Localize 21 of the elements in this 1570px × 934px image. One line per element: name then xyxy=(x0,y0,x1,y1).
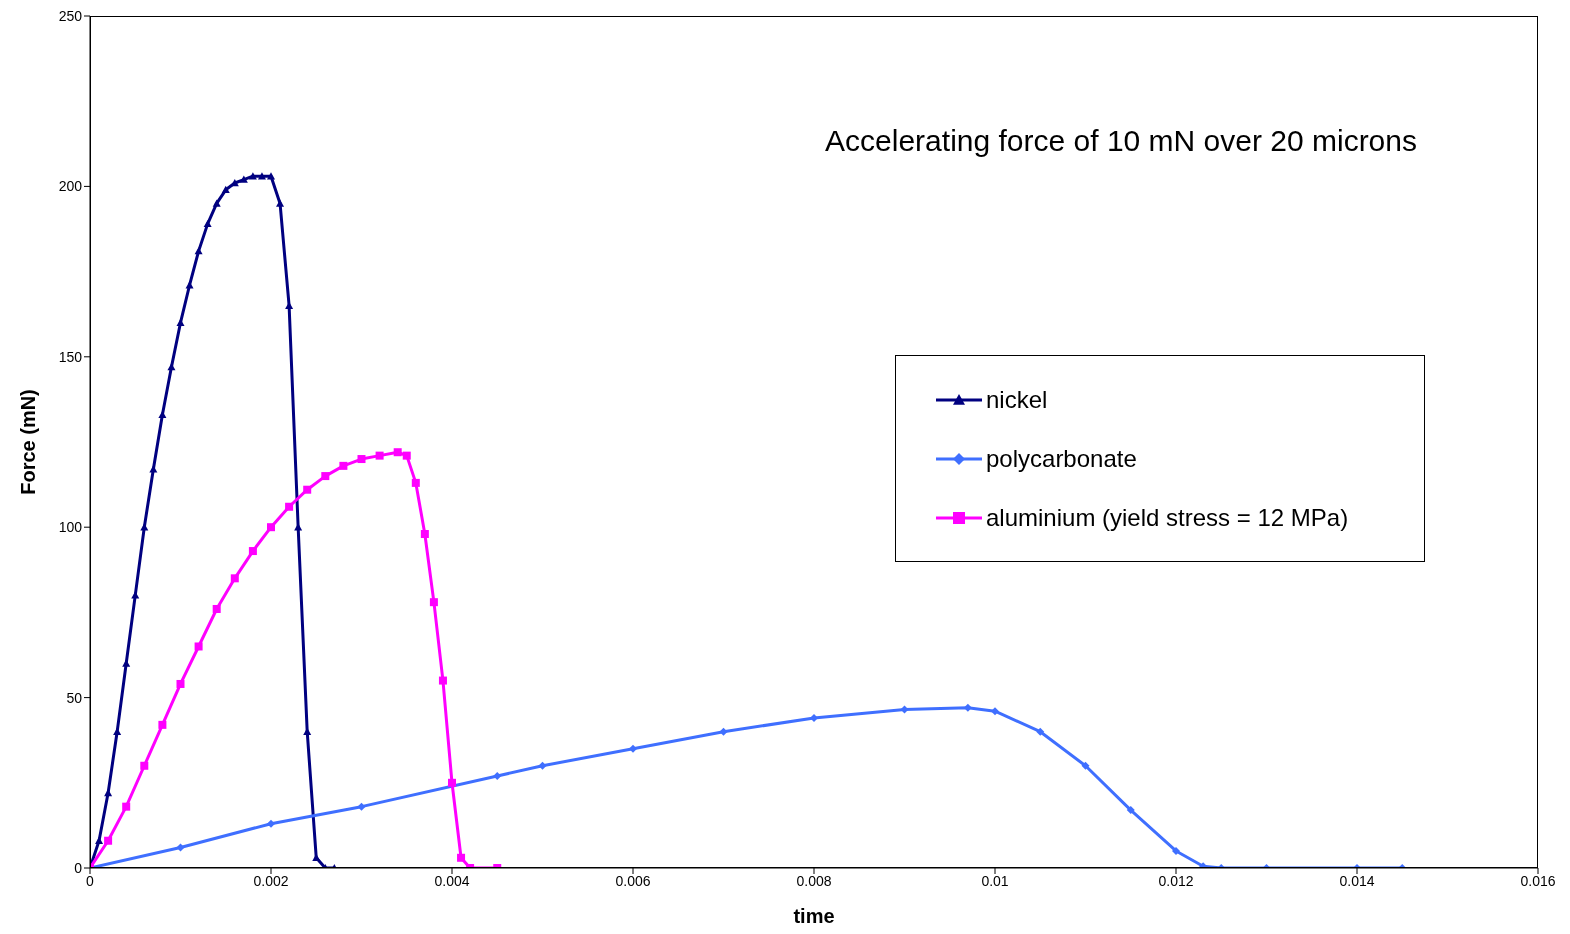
x-tick-label: 0.006 xyxy=(615,872,651,889)
legend-label: aluminium (yield stress = 12 MPa) xyxy=(986,503,1349,532)
x-axis-title: time xyxy=(793,905,835,927)
y-tick-label: 150 xyxy=(58,348,83,365)
legend-label: polycarbonate xyxy=(986,444,1137,473)
x-tick-label: 0.014 xyxy=(1339,872,1375,889)
x-tick-label: 0 xyxy=(86,872,95,889)
y-tick-label: 200 xyxy=(58,178,83,195)
y-tick-label: 50 xyxy=(66,689,83,706)
x-tick-label: 0.004 xyxy=(434,872,470,889)
y-tick-label: 0 xyxy=(74,859,83,876)
x-tick-label: 0.016 xyxy=(1520,872,1556,889)
x-tick-label: 0.002 xyxy=(253,872,289,889)
x-tick-label: 0.008 xyxy=(796,872,832,889)
legend-label: nickel xyxy=(986,385,1048,414)
y-tick-label: 100 xyxy=(58,519,83,536)
x-tick-label: 0.01 xyxy=(981,872,1009,889)
annotation: Accelerating force of 10 mN over 20 microns xyxy=(825,124,1417,158)
y-axis-title: Force (mN) xyxy=(17,389,40,495)
x-tick-label: 0.012 xyxy=(1158,872,1194,889)
y-tick-label: 250 xyxy=(58,7,83,24)
